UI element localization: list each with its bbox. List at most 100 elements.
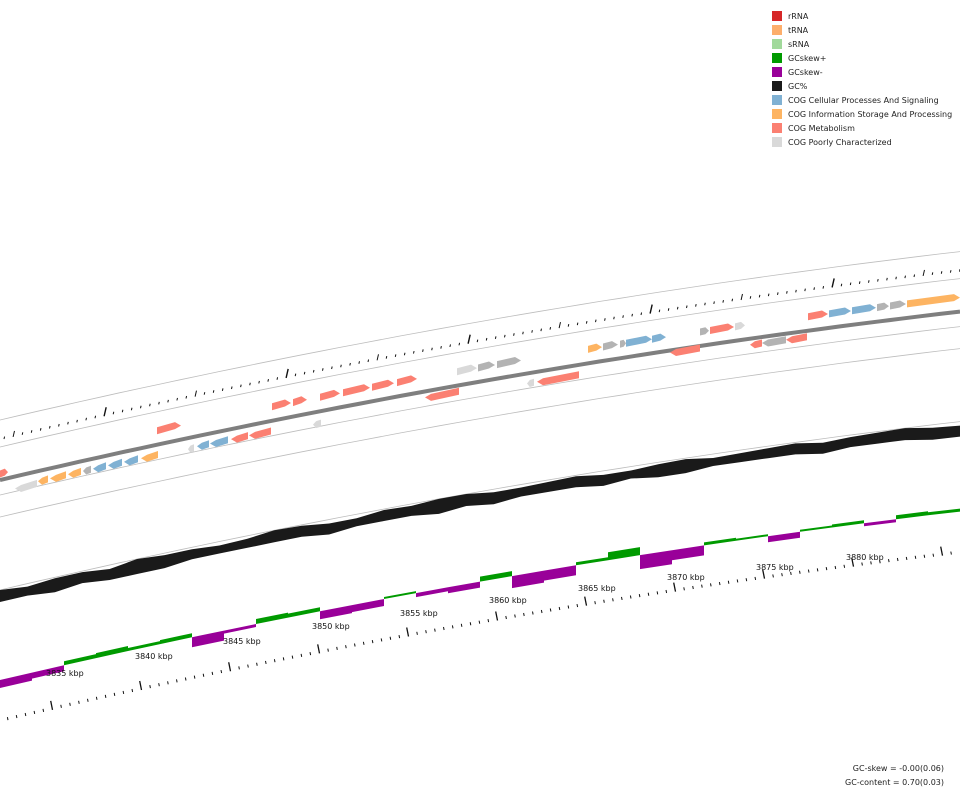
axis-tick — [594, 601, 596, 605]
gene-arrow — [343, 384, 370, 397]
axis-tick — [701, 584, 703, 588]
outer-tick — [613, 316, 615, 320]
gene-arrow — [527, 378, 534, 387]
outer-tick — [240, 384, 242, 388]
outer-tick — [203, 392, 206, 395]
outer-tick — [667, 308, 670, 311]
axis-tick — [158, 683, 160, 687]
axis-tick — [896, 557, 899, 562]
axis-tick — [478, 620, 481, 624]
axis-tick — [727, 580, 730, 584]
outer-tick — [494, 336, 497, 340]
outer-tick — [49, 425, 51, 429]
axis-tick — [940, 546, 944, 556]
legend-label: rRNA — [788, 11, 809, 21]
cog-metabolism-swatch — [772, 123, 782, 133]
outer-tick — [76, 419, 78, 423]
axis-tick — [139, 680, 143, 691]
axis-tick — [532, 611, 534, 615]
gene-arrow — [670, 344, 700, 356]
axis-tick — [495, 611, 499, 621]
outer-tick — [886, 277, 888, 281]
tick-label-3865: 3865 kbp — [578, 584, 616, 593]
gc-skew-negative — [224, 624, 256, 634]
outer-tick-ring — [3, 269, 960, 440]
axis-tick — [406, 627, 410, 637]
gc-skew-positive — [928, 508, 960, 516]
tick-label-3845: 3845 kbp — [223, 637, 261, 646]
gene-arrow — [626, 335, 652, 347]
gc-skew-track — [0, 508, 960, 688]
outer-tick — [322, 368, 324, 371]
legend: rRNA tRNA sRNA GCskew+ GCskew- GC% COG C… — [772, 9, 952, 149]
trna-swatch — [772, 25, 782, 35]
outer-tick — [267, 378, 269, 382]
outer-tick — [422, 349, 424, 352]
gene-arrow — [141, 451, 158, 462]
axis-tick — [807, 569, 810, 573]
gc-skew-negative — [640, 550, 672, 570]
gene-arrow — [890, 300, 906, 310]
outer-tick — [540, 328, 542, 332]
gene-arrow — [38, 475, 48, 485]
gene-arrow — [157, 422, 181, 435]
axis-tick — [95, 696, 98, 700]
gene-arrow — [272, 399, 291, 411]
outer-tick — [39, 428, 42, 431]
outer-tick — [704, 302, 706, 306]
gene-arrow — [829, 307, 851, 318]
tick-label-3840: 3840 kbp — [135, 652, 173, 661]
axis-tick — [78, 700, 80, 704]
axis-tick — [416, 631, 418, 635]
gc-skew-positive — [832, 520, 864, 528]
legend-item-trna: tRNA — [772, 23, 952, 37]
axis-tick — [15, 714, 18, 719]
gc-skew-positive — [704, 537, 736, 546]
axis-tick — [60, 704, 62, 708]
outer-tick — [285, 368, 289, 379]
tick-label-3855: 3855 kbp — [400, 609, 438, 618]
outer-tick — [358, 361, 360, 364]
axis-tick — [238, 666, 240, 670]
axis-tick — [149, 685, 151, 689]
outer-tick — [722, 300, 724, 303]
gc-percent-swatch — [772, 81, 782, 91]
guide-line — [0, 421, 960, 591]
axis-tick — [371, 640, 374, 644]
outer-tick — [631, 313, 633, 317]
axis-tick — [692, 585, 694, 590]
gc-skew-positive — [288, 607, 320, 618]
outer-tick — [695, 304, 697, 307]
gene-arrow — [313, 419, 321, 429]
axis-tick — [113, 692, 116, 696]
gc-skew-positive — [384, 591, 416, 599]
legend-label: sRNA — [788, 39, 810, 49]
gene-arrow — [700, 327, 709, 336]
axis-tick — [781, 573, 783, 577]
axis-tick — [122, 690, 125, 695]
gc-content-stat: GC-content = 0.70(0.03) — [845, 778, 944, 787]
axis-tick — [825, 567, 828, 571]
outer-tick — [504, 334, 506, 338]
outer-tick — [895, 276, 897, 280]
axis-tick — [879, 560, 881, 564]
axis-tick — [861, 562, 863, 566]
axis-tick — [176, 679, 178, 683]
gene-arrow — [457, 364, 477, 376]
guide-line — [0, 348, 960, 518]
legend-item-gcskew-pos: GCskew+ — [772, 51, 952, 65]
gene-arrow — [15, 479, 37, 492]
gene-arrow — [83, 465, 91, 475]
axis-tick — [718, 581, 721, 586]
outer-tick — [385, 355, 388, 359]
gene-arrow — [603, 341, 618, 351]
axis-tick — [460, 623, 463, 627]
axis-tick — [309, 651, 312, 656]
outer-tick — [485, 337, 488, 341]
gc-skew-positive — [96, 646, 128, 659]
gene-arrow — [0, 468, 8, 478]
outer-tick — [367, 359, 370, 363]
outer-tick — [231, 386, 233, 390]
outer-tick — [567, 324, 570, 327]
gene-arrow — [877, 302, 889, 312]
